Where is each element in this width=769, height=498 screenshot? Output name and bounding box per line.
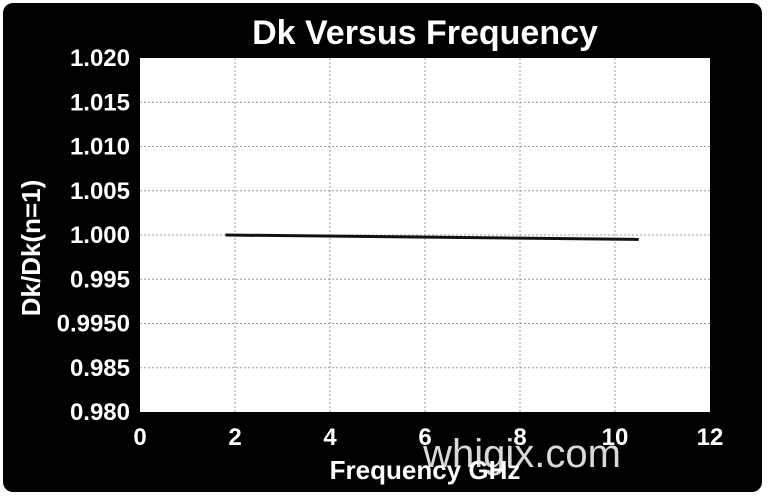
watermark-text: whigix.com bbox=[422, 432, 621, 476]
y-tick-label: 1.000 bbox=[70, 222, 130, 249]
x-tick-label: 8 bbox=[513, 424, 526, 451]
y-tick-label: 1.010 bbox=[70, 134, 130, 161]
x-tick-label: 0 bbox=[133, 424, 146, 451]
chart-title: Dk Versus Frequency bbox=[252, 14, 598, 52]
y-tick-labels: 1.020 1.015 1.010 1.005 1.000 0.995 0.9950 0.98… bbox=[57, 45, 130, 426]
series-group bbox=[225, 233, 639, 241]
x-tick-labels: 0 2 4 6 8 10 12 bbox=[133, 424, 723, 451]
series-line bbox=[225, 233, 639, 241]
y-tick-label: 0.9950 bbox=[57, 311, 130, 338]
y-tick-label: 1.005 bbox=[70, 178, 130, 205]
y-tick-label: 0.985 bbox=[70, 355, 130, 382]
y-tick-label: 0.980 bbox=[70, 399, 130, 426]
y-axis-label: Dk/Dk(n=1) bbox=[16, 180, 46, 317]
x-tick-label: 6 bbox=[418, 424, 431, 451]
x-tick-label: 10 bbox=[602, 424, 629, 451]
x-tick-label: 12 bbox=[697, 424, 724, 451]
x-tick-label: 2 bbox=[228, 424, 241, 451]
y-tick-label: 0.995 bbox=[70, 266, 130, 293]
y-tick-label: 1.020 bbox=[70, 45, 130, 72]
x-axis-label: Frequency GHz bbox=[330, 455, 521, 485]
y-tick-label: 1.015 bbox=[70, 89, 130, 116]
x-tick-label: 4 bbox=[323, 424, 337, 451]
